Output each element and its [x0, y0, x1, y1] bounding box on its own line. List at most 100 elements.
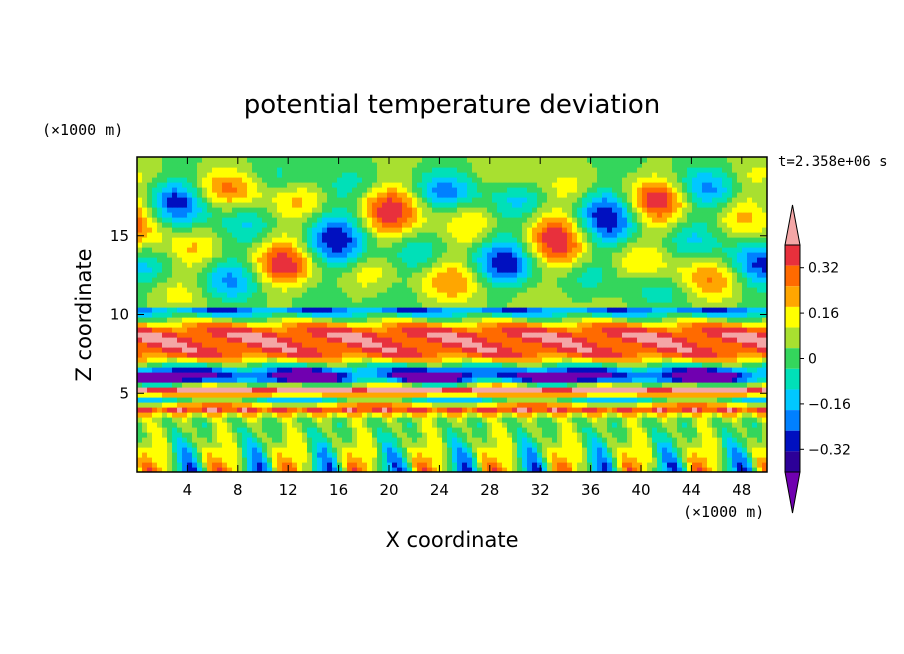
- heatmap-cell: [332, 322, 338, 328]
- heatmap-cell: [262, 447, 268, 453]
- heatmap-cell: [322, 427, 328, 433]
- heatmap-cell: [317, 462, 323, 468]
- heatmap-cell: [157, 407, 163, 413]
- heatmap-cell: [712, 357, 718, 363]
- heatmap-cell: [547, 432, 553, 438]
- heatmap-cell: [292, 467, 298, 472]
- heatmap-cell: [342, 337, 348, 343]
- heatmap-cell: [722, 312, 728, 318]
- heatmap-cell: [727, 442, 733, 448]
- heatmap-cell: [337, 352, 343, 358]
- heatmap-cell: [177, 272, 183, 278]
- heatmap-cell: [397, 357, 403, 363]
- heatmap-cell: [572, 462, 578, 468]
- heatmap-cell: [377, 282, 383, 288]
- heatmap-cell: [412, 337, 418, 343]
- heatmap-cell: [687, 312, 693, 318]
- heatmap-cell: [612, 332, 618, 338]
- heatmap-cell: [152, 362, 158, 368]
- heatmap-cell: [297, 412, 303, 418]
- heatmap-cell: [487, 372, 493, 378]
- heatmap-cell: [137, 422, 143, 428]
- heatmap-cell: [317, 312, 323, 318]
- heatmap-cell: [637, 467, 643, 472]
- heatmap-cell: [717, 292, 723, 298]
- heatmap-cell: [187, 287, 193, 293]
- heatmap-cell: [222, 467, 228, 472]
- heatmap-cell: [137, 397, 143, 403]
- heatmap-cell: [447, 467, 453, 472]
- heatmap-cell: [562, 362, 568, 368]
- heatmap-cell: [467, 382, 473, 388]
- heatmap-cell: [587, 352, 593, 358]
- heatmap-cell: [347, 362, 353, 368]
- heatmap-cell: [192, 402, 198, 408]
- heatmap-cell: [502, 392, 508, 398]
- heatmap-cell: [717, 332, 723, 338]
- heatmap-cell: [142, 427, 148, 433]
- heatmap-cell: [632, 357, 638, 363]
- heatmap-cell: [642, 327, 648, 333]
- heatmap-cell: [167, 402, 173, 408]
- heatmap-cell: [232, 297, 238, 303]
- heatmap-cell: [282, 277, 288, 283]
- heatmap-cell: [647, 397, 653, 403]
- heatmap-cell: [732, 442, 738, 448]
- heatmap-cell: [562, 422, 568, 428]
- heatmap-cell: [597, 372, 603, 378]
- heatmap-cell: [272, 447, 278, 453]
- heatmap-cell: [177, 412, 183, 418]
- heatmap-cell: [542, 457, 548, 463]
- heatmap-cell: [452, 432, 458, 438]
- heatmap-cell: [442, 307, 448, 313]
- heatmap-cell: [552, 442, 558, 448]
- heatmap-cell: [237, 387, 243, 393]
- heatmap-cell: [432, 347, 438, 353]
- heatmap-cell: [412, 412, 418, 418]
- heatmap-cell: [402, 312, 408, 318]
- heatmap-cell: [227, 292, 233, 298]
- heatmap-cell: [517, 412, 523, 418]
- heatmap-cell: [502, 312, 508, 318]
- heatmap-cell: [197, 427, 203, 433]
- heatmap-cell: [312, 367, 318, 373]
- heatmap-cell: [412, 367, 418, 373]
- heatmap-cell: [307, 357, 313, 363]
- heatmap-cell: [512, 367, 518, 373]
- heatmap-cell: [437, 457, 443, 463]
- heatmap-cell: [567, 447, 573, 453]
- heatmap-cell: [512, 407, 518, 413]
- heatmap-cell: [212, 297, 218, 303]
- heatmap-cell: [747, 407, 753, 413]
- heatmap-cell: [272, 417, 278, 423]
- heatmap-cell: [722, 457, 728, 463]
- heatmap-cell: [152, 447, 158, 453]
- heatmap-cell: [372, 312, 378, 318]
- heatmap-cell: [667, 422, 673, 428]
- heatmap-cell: [402, 397, 408, 403]
- heatmap-cell: [382, 397, 388, 403]
- heatmap-cell: [272, 412, 278, 418]
- heatmap-cell: [647, 412, 653, 418]
- heatmap-cell: [172, 417, 178, 423]
- heatmap-cell: [157, 462, 163, 468]
- heatmap-cell: [577, 347, 583, 353]
- heatmap-cell: [267, 357, 273, 363]
- heatmap-cell: [302, 272, 308, 278]
- heatmap-cell: [387, 457, 393, 463]
- heatmap-cell: [567, 467, 573, 472]
- heatmap-cell: [537, 367, 543, 373]
- heatmap-cell: [362, 437, 368, 443]
- heatmap-cell: [182, 467, 188, 472]
- heatmap-cell: [367, 317, 373, 323]
- heatmap-cell: [752, 377, 758, 383]
- heatmap-cell: [672, 277, 678, 283]
- heatmap-cell: [307, 457, 313, 463]
- heatmap-cell: [257, 412, 263, 418]
- heatmap-cell: [322, 332, 328, 338]
- heatmap-cell: [382, 272, 388, 278]
- heatmap-cell: [642, 277, 648, 283]
- heatmap-cell: [447, 392, 453, 398]
- heatmap-cell: [342, 342, 348, 348]
- heatmap-cell: [397, 452, 403, 458]
